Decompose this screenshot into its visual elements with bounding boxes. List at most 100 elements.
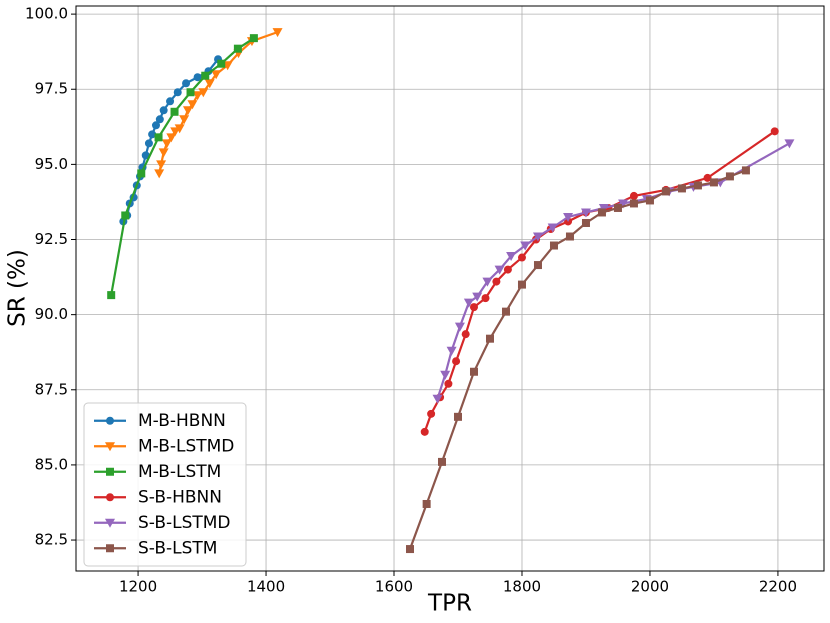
marker xyxy=(233,44,242,53)
marker xyxy=(166,97,175,106)
y-tick-label: 95.0 xyxy=(35,155,68,173)
marker xyxy=(452,357,461,366)
marker xyxy=(501,307,510,316)
marker xyxy=(179,115,190,125)
marker xyxy=(186,88,195,97)
marker xyxy=(547,223,558,233)
marker xyxy=(446,346,457,356)
marker xyxy=(173,88,182,97)
marker xyxy=(506,252,517,262)
y-axis-label: SR (%) xyxy=(5,249,31,327)
marker xyxy=(438,457,447,466)
marker xyxy=(161,139,172,149)
marker xyxy=(472,292,483,302)
marker xyxy=(192,91,203,101)
marker xyxy=(533,261,542,270)
marker xyxy=(520,241,531,251)
marker xyxy=(182,79,191,88)
marker xyxy=(482,277,493,287)
marker xyxy=(155,115,164,124)
marker xyxy=(770,127,779,136)
marker xyxy=(427,409,436,418)
marker xyxy=(106,544,114,553)
marker xyxy=(709,178,718,187)
legend-label: S-B-LSTMD xyxy=(138,513,231,533)
marker xyxy=(156,160,167,170)
marker xyxy=(661,187,670,196)
marker xyxy=(106,493,114,502)
marker xyxy=(440,370,451,380)
marker xyxy=(503,265,512,274)
legend-label: M-B-LSTM xyxy=(138,462,221,482)
marker xyxy=(444,379,453,388)
marker xyxy=(148,130,157,139)
legend-label: M-B-HBNN xyxy=(138,411,226,431)
y-tick-label: 85.0 xyxy=(35,455,68,473)
marker xyxy=(249,34,258,43)
marker xyxy=(137,169,146,178)
marker xyxy=(193,73,202,82)
series-line xyxy=(408,169,747,550)
marker xyxy=(420,427,429,436)
marker xyxy=(461,330,470,339)
marker xyxy=(211,70,222,80)
x-axis-label: TPR xyxy=(427,591,472,617)
y-tick-label: 92.5 xyxy=(35,230,68,248)
marker xyxy=(494,265,505,275)
marker xyxy=(159,106,168,115)
marker xyxy=(741,166,750,175)
y-tick-label: 100.0 xyxy=(25,5,68,23)
x-tick-label: 1600 xyxy=(375,578,413,596)
marker xyxy=(154,133,163,142)
marker xyxy=(106,467,114,476)
marker xyxy=(565,232,574,241)
marker xyxy=(492,277,501,286)
marker xyxy=(598,203,609,213)
y-tick-label: 87.5 xyxy=(35,380,68,398)
y-tick-label: 97.5 xyxy=(35,80,68,98)
marker xyxy=(618,199,629,209)
marker xyxy=(597,208,606,217)
marker xyxy=(174,124,185,134)
x-tick-label: 2000 xyxy=(631,578,669,596)
marker xyxy=(432,394,443,404)
marker xyxy=(677,184,686,193)
marker xyxy=(629,191,638,200)
marker xyxy=(532,232,543,242)
marker xyxy=(198,88,209,98)
plot-frame xyxy=(75,5,825,572)
marker xyxy=(481,294,490,303)
marker xyxy=(154,169,165,179)
series-line xyxy=(158,31,278,174)
marker xyxy=(105,442,115,452)
marker xyxy=(422,499,431,508)
x-tick-label: 2200 xyxy=(759,578,797,596)
series-line xyxy=(423,130,776,433)
x-tick-label: 1200 xyxy=(119,578,157,596)
marker xyxy=(187,100,198,110)
marker xyxy=(725,172,734,181)
marker xyxy=(406,545,415,554)
marker xyxy=(693,181,702,190)
marker xyxy=(580,208,591,218)
y-tick-label: 82.5 xyxy=(35,531,68,549)
marker xyxy=(581,218,590,227)
legend-label: S-B-HBNN xyxy=(138,487,222,507)
marker xyxy=(613,203,622,212)
marker xyxy=(170,107,179,116)
marker xyxy=(182,106,193,116)
marker xyxy=(469,303,478,312)
marker xyxy=(166,133,177,143)
marker xyxy=(645,196,654,205)
marker xyxy=(144,139,153,148)
marker xyxy=(121,211,130,220)
marker xyxy=(201,71,210,80)
legend-label: S-B-LSTM xyxy=(138,538,217,558)
marker xyxy=(453,412,462,421)
marker xyxy=(703,173,712,182)
marker xyxy=(629,199,638,208)
marker xyxy=(463,298,474,308)
marker xyxy=(469,367,478,376)
marker xyxy=(204,79,215,89)
